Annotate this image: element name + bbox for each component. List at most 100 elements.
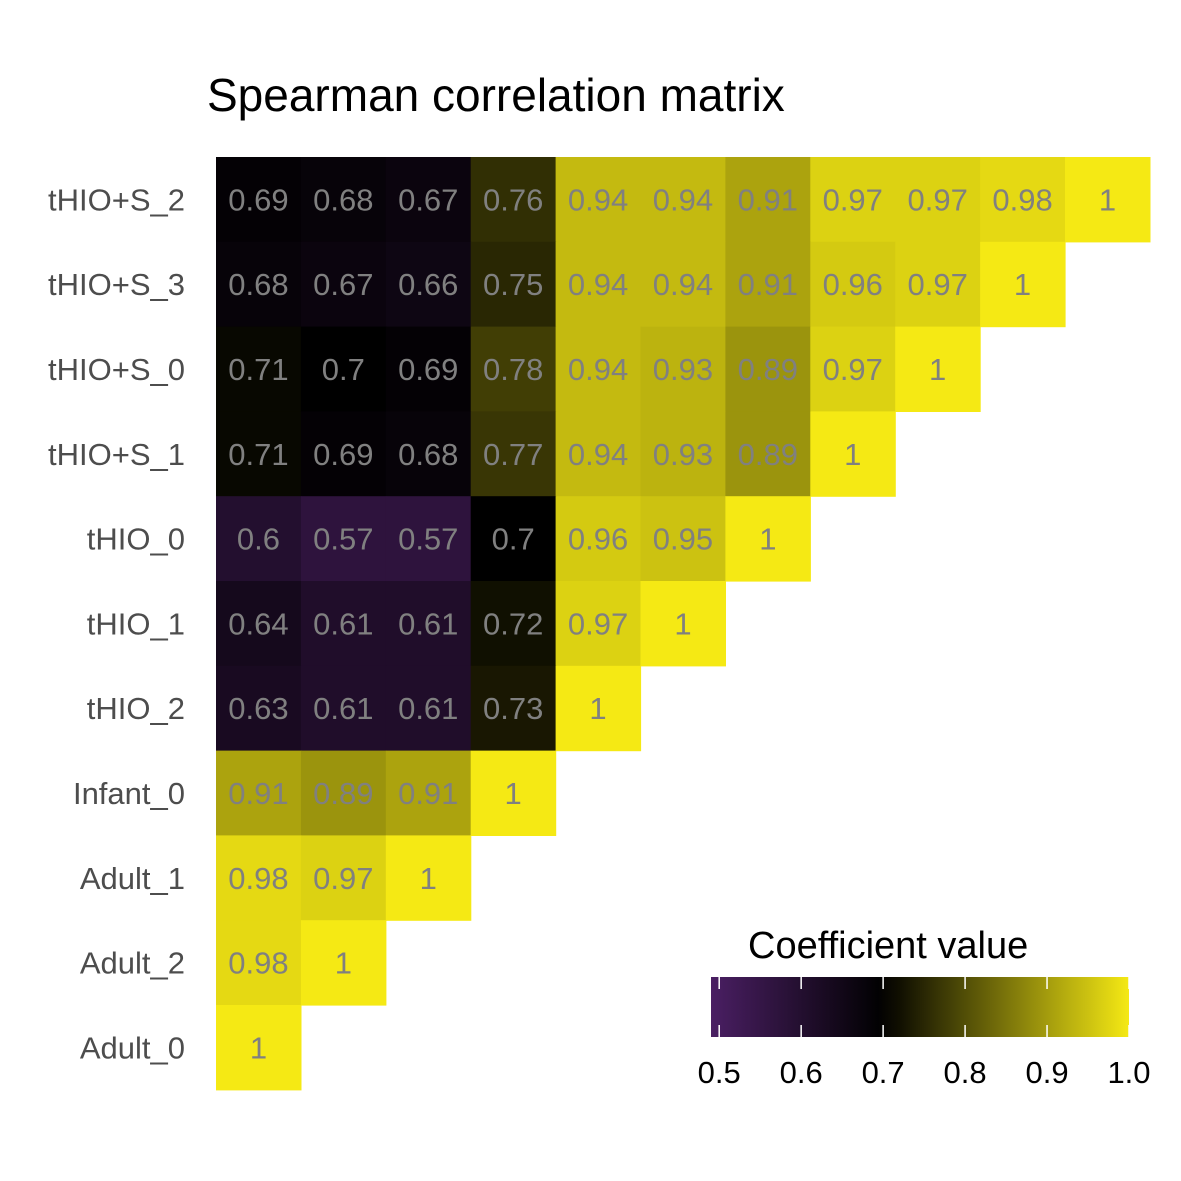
heatmap-cell <box>300 581 387 667</box>
heatmap-cell <box>385 665 472 752</box>
cell-value-label: 0.94 <box>653 182 713 217</box>
heatmap-cell <box>810 326 896 412</box>
cell-value-label: 0.61 <box>398 606 458 641</box>
heatmap-cell <box>470 326 557 412</box>
heatmap-cell <box>725 157 811 243</box>
cell-value-label: 0.69 <box>313 437 373 472</box>
heatmap-cell <box>725 496 811 582</box>
cell-value-label: 0.71 <box>228 352 288 387</box>
heatmap-cell <box>895 157 981 243</box>
cell-value-label: 0.7 <box>322 352 365 387</box>
cell-value-label: 0.95 <box>653 522 713 557</box>
heatmap-cell <box>216 920 302 1006</box>
cell-value-label: 1 <box>420 861 437 896</box>
cell-value-label: 0.75 <box>483 267 543 302</box>
row-label: tHIO_0 <box>87 522 185 557</box>
cell-value-label: 0.77 <box>483 437 543 472</box>
cell-value-label: 0.78 <box>483 352 543 387</box>
cell-value-label: 0.68 <box>313 182 373 217</box>
cell-value-label: 0.97 <box>823 352 883 387</box>
cell-value-label: 0.57 <box>398 522 458 557</box>
heatmap-cell <box>216 835 302 921</box>
cell-value-label: 0.91 <box>738 267 798 302</box>
row-label: tHIO+S_3 <box>48 267 185 302</box>
cell-value-label: 1 <box>250 1030 267 1065</box>
legend-tick-label: 0.8 <box>944 1055 987 1090</box>
legend-tick-label: 0.5 <box>698 1055 741 1090</box>
legend-ticks: 0.5 0.6 0.7 0.8 0.9 1.0 <box>698 977 1151 1090</box>
heatmap-cell <box>810 157 896 243</box>
heatmap-cell <box>470 241 557 328</box>
cell-value-label: 0.68 <box>228 267 288 302</box>
cell-value-label: 0.94 <box>568 437 628 472</box>
heatmap-cell <box>470 581 557 667</box>
cell-value-label: 0.64 <box>228 606 288 641</box>
cell-value-label: 0.67 <box>398 182 458 217</box>
heatmap-cell <box>555 241 642 328</box>
heatmap-cell <box>725 326 811 412</box>
row-label: tHIO_1 <box>87 606 185 641</box>
heatmap-cell <box>1065 157 1151 243</box>
cell-value-label: 0.96 <box>823 267 883 302</box>
legend-title: Coefficient value <box>748 925 1028 967</box>
cell-value-label: 0.89 <box>738 437 798 472</box>
heatmap-cell <box>216 157 302 243</box>
heatmap-cell <box>640 581 726 667</box>
cell-value-label: 1 <box>844 437 861 472</box>
cell-value-label: 1 <box>1099 182 1116 217</box>
heatmap-cell <box>810 241 896 328</box>
row-label: tHIO+S_1 <box>48 437 185 472</box>
heatmap-cell <box>385 157 472 243</box>
legend-tick-label: 0.7 <box>862 1055 905 1090</box>
heatmap-cell <box>300 920 387 1006</box>
heatmap-cell <box>470 157 557 243</box>
heatmap-cell <box>555 411 642 497</box>
heatmap-cell <box>216 241 302 328</box>
heatmap-cell <box>640 496 726 582</box>
heatmap-cell <box>216 326 302 412</box>
row-label: tHIO+S_2 <box>48 182 185 217</box>
heatmap-cell <box>555 157 642 243</box>
cell-value-label: 1 <box>759 522 776 557</box>
row-label: Adult_2 <box>80 946 185 981</box>
cell-value-label: 0.63 <box>228 691 288 726</box>
cell-value-label: 0.93 <box>653 352 713 387</box>
cell-value-label: 0.91 <box>738 182 798 217</box>
heatmap-cell <box>980 241 1066 328</box>
heatmap-cell <box>555 581 642 667</box>
cell-value-label: 0.66 <box>398 267 458 302</box>
heatmap-cell <box>385 750 472 836</box>
cell-value-label: 0.91 <box>398 776 458 811</box>
row-label: tHIO_2 <box>87 691 185 726</box>
color-legend: Coefficient value 0.5 0.6 0.7 0.8 0.9 1.0 <box>698 925 1151 1090</box>
cell-value-label: 0.98 <box>228 946 288 981</box>
legend-tick-label: 1.0 <box>1107 1055 1150 1090</box>
cell-value-label: 0.96 <box>568 522 628 557</box>
heatmap-cell <box>300 157 387 243</box>
legend-tick-label: 0.6 <box>780 1055 823 1090</box>
heatmap-cell <box>810 411 896 497</box>
cell-value-label: 1 <box>335 946 352 981</box>
legend-tick-label: 0.9 <box>1025 1055 1068 1090</box>
cell-value-label: 0.97 <box>568 606 628 641</box>
heatmap-cell <box>980 157 1066 243</box>
heatmap-cell <box>300 241 387 328</box>
heatmap-cell <box>300 750 387 836</box>
heatmap-cell <box>470 665 557 752</box>
cell-value-label: 0.98 <box>228 861 288 896</box>
heatmap-cell <box>385 241 472 328</box>
cell-value-label: 0.68 <box>398 437 458 472</box>
cell-value-label: 0.57 <box>313 522 373 557</box>
cell-value-label: 0.73 <box>483 691 543 726</box>
row-label: Adult_0 <box>80 1030 185 1065</box>
cell-value-label: 0.76 <box>483 182 543 217</box>
cell-value-label: 0.94 <box>568 267 628 302</box>
cell-value-label: 0.94 <box>568 182 628 217</box>
cell-value-label: 0.89 <box>313 776 373 811</box>
heatmap-cell <box>216 750 302 836</box>
cell-value-label: 0.6 <box>237 522 280 557</box>
heatmap-cell <box>216 1005 302 1091</box>
cell-value-label: 0.97 <box>907 267 967 302</box>
heatmap-cell <box>470 496 557 582</box>
heatmap-cell <box>895 326 981 412</box>
